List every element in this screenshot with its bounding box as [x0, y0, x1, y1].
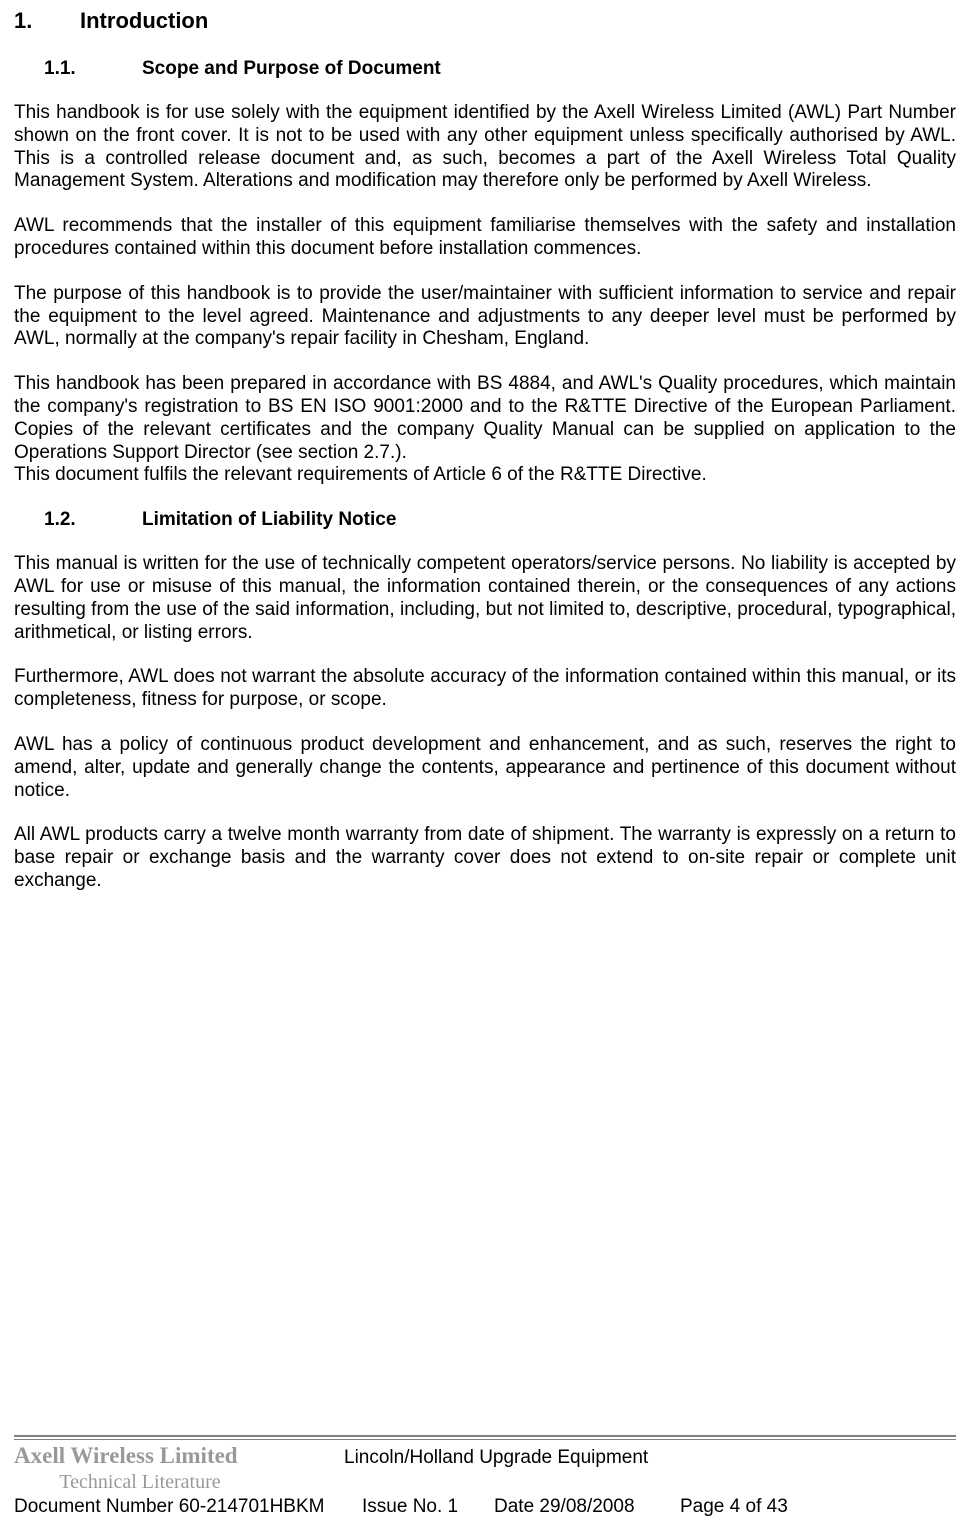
footer-divider [14, 1435, 956, 1437]
footer-row-1: Axell Wireless Limited Lincoln/Holland U… [14, 1443, 956, 1469]
footer-issue-number: Issue No. 1 [362, 1496, 494, 1518]
footer-technical-literature: Technical Literature [14, 1471, 266, 1494]
paragraph: This document fulfils the relevant requi… [14, 464, 956, 487]
heading-1-2-number: 1.2. [44, 509, 142, 531]
heading-1-1: 1.1. Scope and Purpose of Document [44, 58, 956, 80]
page-footer: Axell Wireless Limited Lincoln/Holland U… [14, 1431, 956, 1518]
paragraph: This handbook is for use solely with the… [14, 102, 956, 193]
footer-row-2: Technical Literature [14, 1471, 956, 1494]
footer-document-title: Lincoln/Holland Upgrade Equipment [344, 1447, 648, 1469]
heading-1-2: 1.2. Limitation of Liability Notice [44, 509, 956, 531]
heading-1: 1. Introduction [14, 8, 956, 34]
heading-1-1-title: Scope and Purpose of Document [142, 58, 441, 80]
footer-document-number: Document Number 60-214701HBKM [14, 1496, 362, 1518]
footer-date: Date 29/08/2008 [494, 1496, 680, 1518]
paragraph: AWL has a policy of continuous product d… [14, 734, 956, 802]
paragraph: Furthermore, AWL does not warrant the ab… [14, 666, 956, 712]
paragraph: The purpose of this handbook is to provi… [14, 283, 956, 351]
paragraph: All AWL products carry a twelve month wa… [14, 824, 956, 892]
paragraph: This manual is written for the use of te… [14, 553, 956, 644]
footer-row-3: Document Number 60-214701HBKM Issue No. … [14, 1496, 956, 1518]
paragraph: AWL recommends that the installer of thi… [14, 215, 956, 261]
heading-1-number: 1. [14, 8, 80, 34]
heading-1-title: Introduction [80, 8, 208, 34]
heading-1-1-number: 1.1. [44, 58, 142, 80]
heading-1-2-title: Limitation of Liability Notice [142, 509, 396, 531]
paragraph: This handbook has been prepared in accor… [14, 373, 956, 464]
footer-company: Axell Wireless Limited [14, 1443, 344, 1469]
document-body: 1. Introduction 1.1. Scope and Purpose o… [0, 0, 972, 893]
footer-page-number: Page 4 of 43 [680, 1496, 788, 1518]
